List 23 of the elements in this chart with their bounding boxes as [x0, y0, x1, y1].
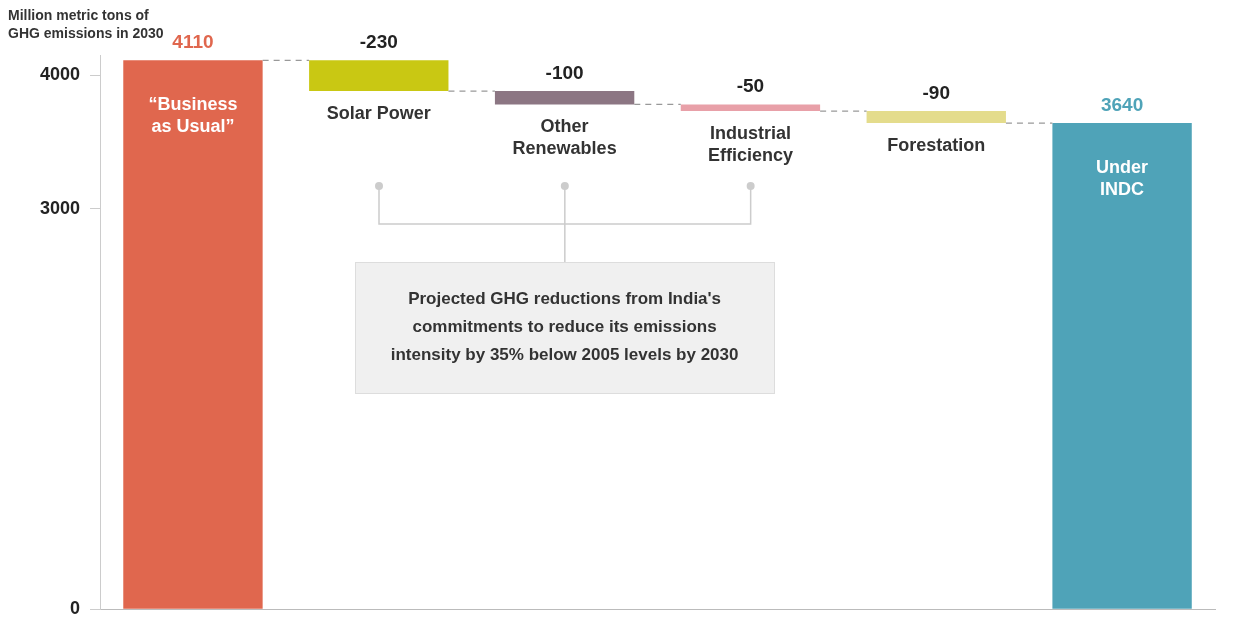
x-tick-label: “Business as Usual” — [148, 94, 238, 137]
x-tick-label: Forestation — [887, 135, 986, 156]
bar — [680, 104, 821, 112]
y-tick-label: 0 — [70, 598, 81, 619]
bar — [494, 91, 635, 105]
bar — [309, 60, 449, 92]
note-box: Projected GHG reductions from India's commitments to reduce its emissions intensity by 35% below 2005 levels by 2030 — [354, 262, 775, 394]
data-label: 4110 — [172, 31, 214, 53]
y-axis-title: Million metric tons of GHG emissions in 2030 — [8, 7, 164, 41]
data-label: -100 — [545, 61, 584, 83]
data-label: -90 — [922, 81, 950, 103]
bar — [1052, 123, 1192, 609]
data-label: -50 — [736, 75, 765, 97]
x-tick-label: Industrial Efficiency — [707, 123, 793, 166]
data-label: -230 — [359, 31, 398, 53]
x-tick-label: Solar Power — [326, 103, 431, 124]
bar — [866, 111, 1006, 124]
data-label: 3640 — [1100, 93, 1144, 115]
y-tick-label: 3000 — [40, 197, 81, 218]
x-tick-label: Other Renewables — [512, 116, 617, 159]
x-tick-label: Under INDC — [1096, 157, 1149, 200]
bar — [123, 60, 263, 609]
y-tick-label: 4000 — [40, 64, 81, 84]
